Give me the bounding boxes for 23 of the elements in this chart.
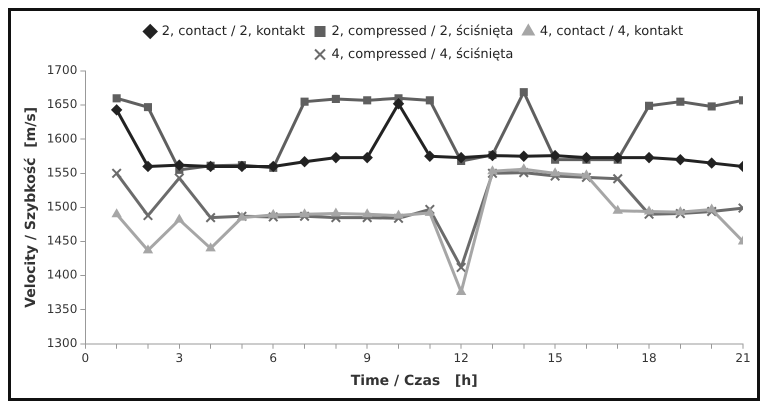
- x-tick-label: 21: [735, 351, 751, 366]
- x-tick-label: 9: [363, 351, 372, 366]
- y-tick-label: 1500: [46, 200, 78, 214]
- x-tick-label: 0: [82, 351, 90, 366]
- y-tick-label: 1350: [46, 302, 78, 316]
- y-tick-label: 1550: [46, 165, 78, 180]
- x-tick-label: 6: [269, 351, 278, 366]
- x-axis-title: Time / Czas [h]: [350, 373, 478, 390]
- y-tick-label: 1450: [46, 234, 78, 248]
- y-tick-label: 1700: [46, 63, 78, 78]
- y-axis-title: Velocity / Szybkość [m/s]: [23, 106, 40, 308]
- y-tick-label: 1300: [46, 336, 78, 350]
- y-tick-label: 1400: [46, 268, 78, 282]
- x-tick-label: 3: [175, 351, 184, 366]
- y-tick-label: 1600: [46, 131, 78, 146]
- x-tick-label: 15: [547, 351, 563, 366]
- legend-label: 2, contact / 2, kontakt: [162, 24, 306, 39]
- x-tick-label: 12: [454, 351, 469, 366]
- x-tick-label: 18: [641, 351, 657, 366]
- legend-label: 4, compressed / 4, ściśnięta: [332, 46, 514, 62]
- legend-label: 4, contact / 4, kontakt: [540, 24, 684, 39]
- legend-label: 2, compressed / 2, ściśnięta: [332, 24, 514, 39]
- y-tick-label: 1650: [46, 97, 78, 112]
